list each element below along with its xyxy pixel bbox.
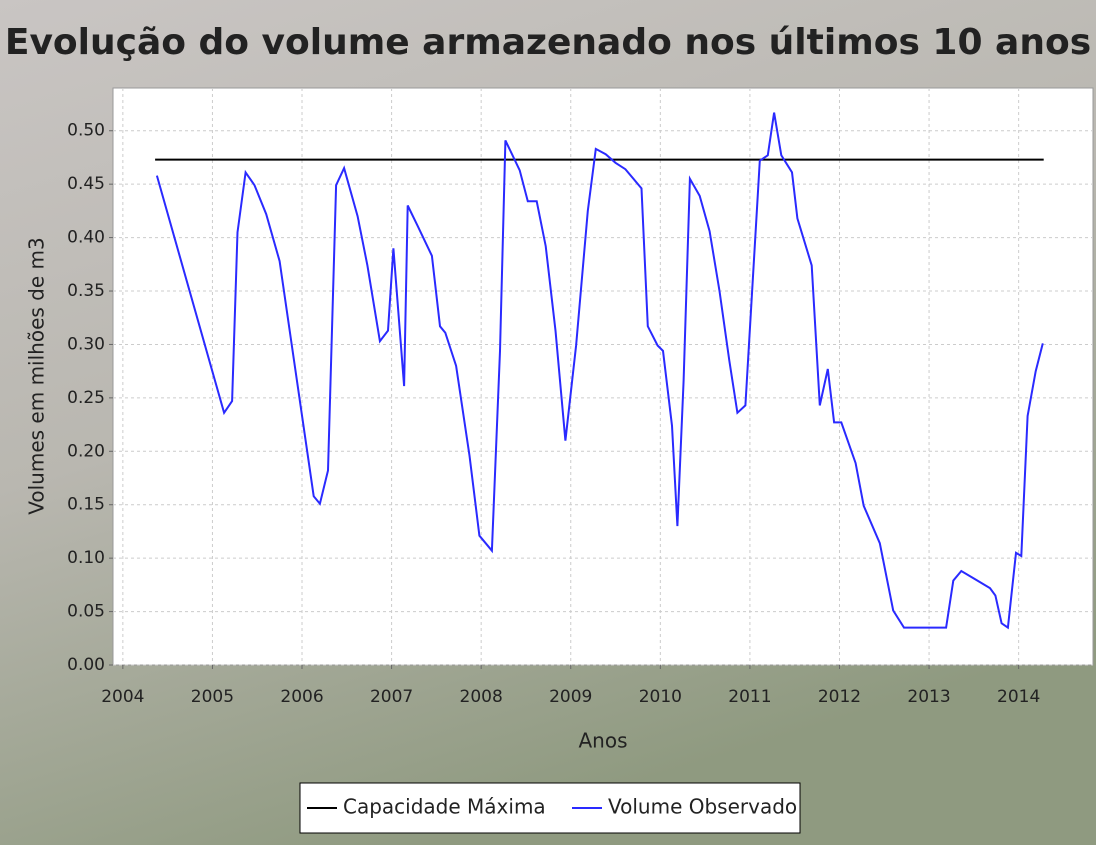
x-tick-label: 2012 (818, 687, 861, 707)
x-tick-label: 2014 (997, 687, 1040, 707)
x-tick-label: 2011 (728, 687, 771, 707)
y-tick-label: 0.10 (67, 548, 105, 568)
x-axis-label: Anos (578, 729, 627, 753)
chart-title: Evolução do volume armazenado nos último… (5, 22, 1091, 63)
y-tick-label: 0.25 (67, 388, 105, 408)
x-tick-label: 2007 (370, 687, 413, 707)
y-tick-label: 0.40 (67, 228, 105, 248)
y-tick-label: 0.20 (67, 441, 105, 461)
page: Evolução do volume armazenado nos último… (0, 0, 1096, 845)
x-tick-label: 2004 (101, 687, 144, 707)
y-tick-label: 0.35 (67, 281, 105, 301)
x-tick-label: 2006 (280, 687, 323, 707)
x-tick-label: 2013 (907, 687, 950, 707)
legend-label: Volume Observado (608, 795, 797, 819)
x-tick-label: 2005 (191, 687, 234, 707)
x-tick-label: 2009 (549, 687, 592, 707)
y-tick-label: 0.15 (67, 495, 105, 515)
chart: Evolução do volume armazenado nos último… (0, 0, 1096, 845)
y-tick-label: 0.50 (67, 121, 105, 141)
y-tick-label: 0.05 (67, 602, 105, 622)
plot-area (113, 88, 1093, 665)
y-tick-label: 0.00 (67, 655, 105, 675)
y-axis-label: Volumes em milhões de m3 (25, 237, 49, 514)
legend-label: Capacidade Máxima (343, 795, 546, 819)
y-tick-label: 0.45 (67, 174, 105, 194)
x-tick-label: 2010 (639, 687, 682, 707)
x-tick-label: 2008 (460, 687, 503, 707)
y-tick-label: 0.30 (67, 334, 105, 354)
